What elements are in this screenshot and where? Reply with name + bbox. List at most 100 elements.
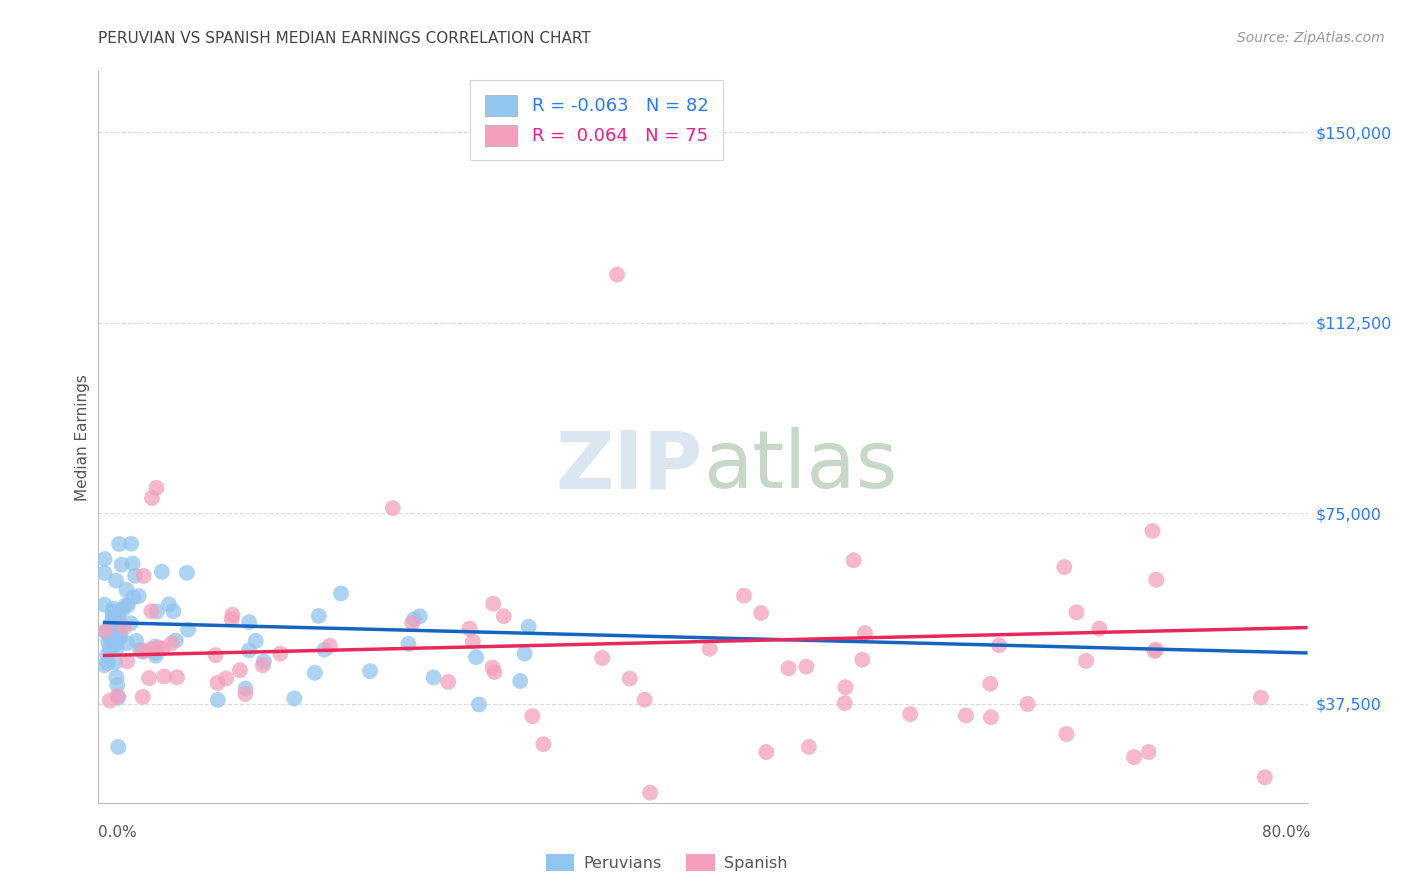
Point [105, 574, 128, 588]
Point [638, 786, 661, 800]
Legend: Peruvians, Spanish: Peruvians, Spanish [537, 847, 796, 879]
Point [120, 616, 142, 631]
Point [1137, 745, 1160, 759]
Point [101, 601, 124, 615]
Point [146, 640, 169, 655]
Point [1053, 560, 1076, 574]
Point [93, 598, 115, 612]
Point [125, 633, 148, 648]
Point [108, 618, 131, 632]
Point [1056, 727, 1078, 741]
Point [749, 606, 772, 620]
Point [107, 689, 129, 703]
Point [207, 693, 229, 707]
Point [97, 624, 120, 638]
Point [314, 642, 336, 657]
Point [221, 607, 243, 622]
Point [308, 608, 330, 623]
Point [1144, 573, 1167, 587]
Point [422, 670, 444, 684]
Point [105, 634, 128, 648]
Text: ZIP: ZIP [555, 427, 703, 506]
Text: 80.0%: 80.0% [1263, 825, 1310, 839]
Point [146, 605, 169, 619]
Text: PERUVIAN VS SPANISH MEDIAN EARNINGS CORRELATION CHART: PERUVIAN VS SPANISH MEDIAN EARNINGS CORR… [98, 31, 591, 46]
Point [129, 643, 152, 657]
Point [101, 612, 124, 626]
Point [93, 566, 115, 580]
Point [100, 617, 122, 632]
Point [143, 640, 166, 654]
Point [304, 665, 326, 680]
Point [215, 672, 238, 686]
Point [110, 558, 132, 572]
Point [979, 677, 1001, 691]
Point [98, 693, 121, 707]
Point [1074, 654, 1097, 668]
Point [834, 696, 856, 710]
Text: atlas: atlas [703, 427, 897, 506]
Point [204, 648, 226, 662]
Point [842, 553, 865, 567]
Point [1066, 605, 1088, 619]
Point [128, 589, 150, 603]
Point [531, 737, 554, 751]
Point [141, 491, 163, 505]
Text: Source: ZipAtlas.com: Source: ZipAtlas.com [1237, 31, 1385, 45]
Point [120, 537, 142, 551]
Point [755, 745, 778, 759]
Point [105, 641, 128, 656]
Point [145, 481, 167, 495]
Point [1017, 697, 1039, 711]
Point [1123, 750, 1146, 764]
Point [229, 663, 252, 677]
Text: 0.0%: 0.0% [98, 825, 138, 839]
Point [797, 739, 820, 754]
Point [162, 604, 184, 618]
Point [381, 501, 404, 516]
Point [112, 620, 135, 634]
Point [165, 633, 187, 648]
Point [898, 707, 921, 722]
Point [97, 656, 120, 670]
Point [238, 615, 260, 629]
Point [132, 645, 155, 659]
Point [122, 590, 145, 604]
Y-axis label: Median Earnings: Median Earnings [75, 374, 90, 500]
Point [269, 647, 291, 661]
Point [145, 648, 167, 663]
Point [108, 537, 131, 551]
Point [98, 640, 121, 655]
Point [114, 599, 136, 613]
Point [103, 607, 125, 622]
Point [853, 626, 876, 640]
Point [404, 612, 426, 626]
Point [437, 675, 460, 690]
Point [157, 597, 180, 611]
Point [253, 655, 276, 669]
Point [96, 648, 118, 662]
Point [132, 569, 155, 583]
Point [465, 650, 488, 665]
Point [955, 708, 977, 723]
Point [139, 642, 162, 657]
Point [513, 647, 536, 661]
Point [101, 608, 124, 623]
Point [233, 687, 256, 701]
Point [509, 673, 531, 688]
Point [93, 658, 115, 673]
Point [591, 651, 613, 665]
Point [115, 636, 138, 650]
Point [138, 671, 160, 685]
Point [245, 633, 267, 648]
Point [105, 678, 128, 692]
Point [980, 710, 1002, 724]
Point [107, 608, 129, 623]
Point [98, 631, 121, 645]
Point [207, 676, 229, 690]
Point [699, 641, 721, 656]
Point [458, 622, 481, 636]
Point [98, 631, 121, 645]
Point [152, 641, 174, 656]
Point [482, 597, 505, 611]
